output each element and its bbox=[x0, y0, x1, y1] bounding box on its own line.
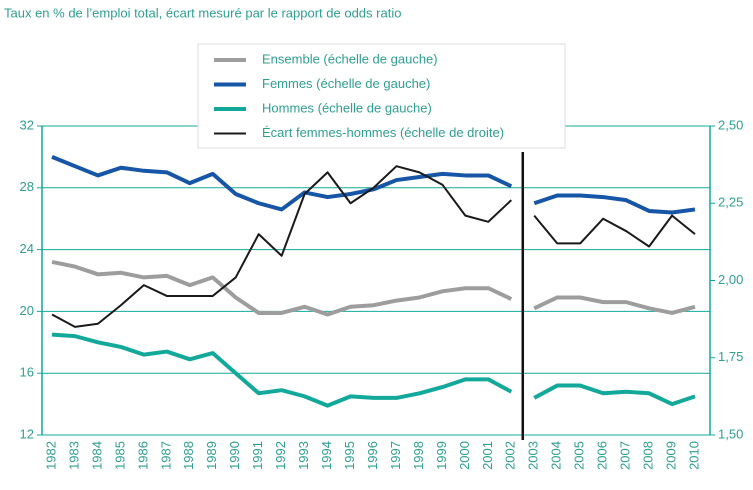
x-tick-label: 2000 bbox=[457, 441, 472, 470]
y2-tick-label: 2,50 bbox=[718, 117, 743, 132]
x-tick-group: 1995 bbox=[342, 441, 357, 470]
x-tick-group: 1998 bbox=[411, 441, 426, 470]
x-tick-label: 1994 bbox=[319, 441, 334, 470]
x-tick-group: 1989 bbox=[204, 441, 219, 470]
line-series bbox=[533, 295, 696, 315]
x-tick-label: 1990 bbox=[227, 441, 242, 470]
x-tick-label: 2004 bbox=[549, 441, 564, 470]
x-tick-label: 1995 bbox=[342, 441, 357, 470]
x-tick-label: 2010 bbox=[686, 441, 701, 470]
y-tick-label: 20 bbox=[20, 303, 34, 318]
x-tick-label: 1997 bbox=[388, 441, 403, 470]
x-tick-group: 1993 bbox=[296, 441, 311, 470]
x-tick-label: 2009 bbox=[663, 441, 678, 470]
x-tick-group: 1994 bbox=[319, 441, 334, 470]
line-series bbox=[51, 259, 513, 317]
line-series bbox=[51, 332, 513, 408]
x-tick-group: 2001 bbox=[480, 441, 495, 470]
legend-box bbox=[197, 43, 566, 149]
x-tick-label: 2003 bbox=[526, 441, 541, 470]
y-tick-label: 12 bbox=[20, 426, 34, 441]
x-tick-group: 2010 bbox=[686, 441, 701, 470]
y-tick-label: 16 bbox=[20, 365, 34, 380]
y-tick-label: 24 bbox=[20, 241, 34, 256]
y2-tick-label: 1,75 bbox=[718, 349, 743, 364]
x-tick-label: 1986 bbox=[135, 441, 150, 470]
x-tick-group: 2008 bbox=[641, 441, 656, 470]
line-series bbox=[51, 155, 513, 212]
x-tick-label: 2006 bbox=[595, 441, 610, 470]
x-tick-group: 1996 bbox=[365, 441, 380, 470]
x-tick-label: 1993 bbox=[296, 441, 311, 470]
x-tick-label: 1992 bbox=[273, 441, 288, 470]
x-tick-label: 1989 bbox=[204, 441, 219, 470]
legend-label: Écart femmes-hommes (échelle de droite) bbox=[262, 125, 504, 140]
x-tick-label: 1988 bbox=[181, 441, 196, 470]
line-series bbox=[533, 214, 696, 248]
x-tick-label: 1996 bbox=[365, 441, 380, 470]
x-tick-group: 1997 bbox=[388, 441, 403, 470]
x-tick-label: 1999 bbox=[434, 441, 449, 470]
x-tick-group: 2009 bbox=[663, 441, 678, 470]
x-tick-label: 1982 bbox=[43, 441, 58, 470]
x-tick-group: 1985 bbox=[112, 441, 127, 470]
line-series bbox=[51, 165, 512, 328]
y2-tick-label: 2,00 bbox=[718, 272, 743, 287]
x-tick-label: 2002 bbox=[503, 441, 518, 470]
legend-label: Femmes (échelle de gauche) bbox=[262, 76, 430, 91]
x-tick-label: 1983 bbox=[66, 441, 81, 470]
x-tick-group: 1990 bbox=[227, 441, 242, 470]
x-tick-group: 2004 bbox=[549, 441, 564, 470]
x-tick-group: 1982 bbox=[43, 441, 58, 470]
x-tick-label: 2005 bbox=[572, 441, 587, 470]
x-tick-group: 2002 bbox=[503, 441, 518, 470]
x-tick-label: 2001 bbox=[480, 441, 495, 470]
x-tick-group: 1986 bbox=[135, 441, 150, 470]
y-tick-label: 32 bbox=[20, 117, 34, 132]
x-tick-group: 2000 bbox=[457, 441, 472, 470]
line-series bbox=[533, 383, 696, 407]
x-tick-label: 1987 bbox=[158, 441, 173, 470]
chart-title: Taux en % de l’emploi total, écart mesur… bbox=[4, 5, 401, 20]
y2-tick-label: 2,25 bbox=[718, 195, 743, 210]
x-tick-label: 1991 bbox=[250, 441, 265, 470]
x-tick-group: 1987 bbox=[158, 441, 173, 470]
x-tick-group: 1984 bbox=[89, 441, 104, 470]
x-tick-label: 2007 bbox=[618, 441, 633, 470]
x-tick-group: 1983 bbox=[66, 441, 81, 470]
x-tick-group: 1988 bbox=[181, 441, 196, 470]
x-tick-label: 1998 bbox=[411, 441, 426, 470]
x-tick-label: 1985 bbox=[112, 441, 127, 470]
x-tick-group: 2005 bbox=[572, 441, 587, 470]
x-tick-group: 2007 bbox=[618, 441, 633, 470]
y-tick-label: 28 bbox=[20, 179, 34, 194]
y2-tick-label: 1,50 bbox=[718, 426, 743, 441]
x-tick-group: 1992 bbox=[273, 441, 288, 470]
legend-label: Hommes (échelle de gauche) bbox=[262, 100, 432, 115]
x-tick-group: 2006 bbox=[595, 441, 610, 470]
x-tick-label: 1984 bbox=[89, 441, 104, 470]
x-tick-group: 1991 bbox=[250, 441, 265, 470]
x-tick-group: 1999 bbox=[434, 441, 449, 470]
x-tick-group: 2003 bbox=[526, 441, 541, 470]
x-tick-label: 2008 bbox=[641, 441, 656, 470]
legend-label: Ensemble (échelle de gauche) bbox=[262, 51, 438, 66]
line-series bbox=[533, 193, 696, 215]
